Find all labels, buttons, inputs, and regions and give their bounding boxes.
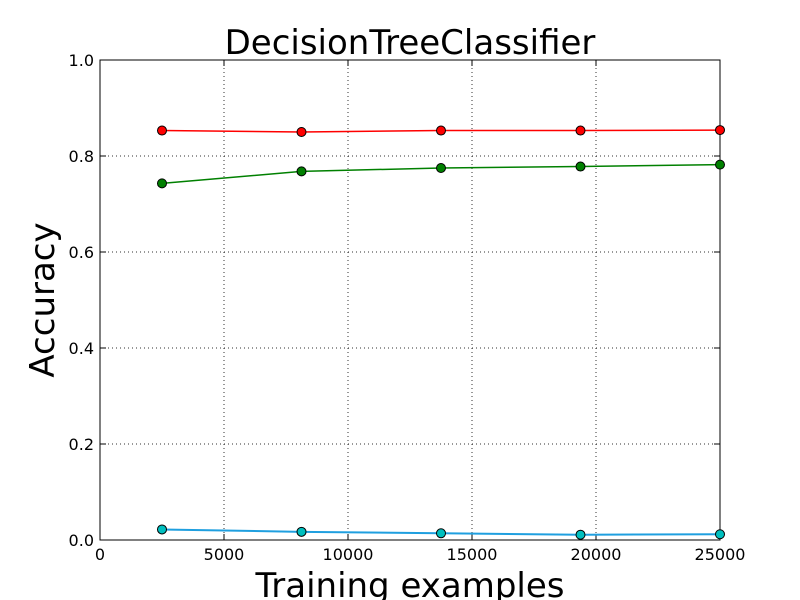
data-point [715, 159, 725, 170]
y-tick-label: 0.0 [69, 531, 94, 550]
data-point [436, 528, 446, 539]
data-point [296, 127, 307, 137]
y-tick-label: 0.2 [69, 435, 94, 454]
data-point [575, 529, 586, 540]
series-2 [157, 159, 725, 189]
grid-lines [100, 60, 720, 540]
series-1 [157, 125, 725, 137]
y-tick-label: 0.4 [69, 339, 94, 358]
x-tick-label: 10000 [323, 545, 374, 564]
x-tick-label: 25000 [695, 545, 746, 564]
data-point [157, 125, 167, 136]
data-point [715, 125, 725, 136]
data-point [296, 526, 307, 537]
data-point [575, 161, 586, 172]
x-tick-label: 15000 [447, 545, 498, 564]
data-point [157, 524, 167, 535]
chart-title: DecisionTreeClassifier [225, 23, 596, 63]
x-tick-label: 5000 [204, 545, 245, 564]
y-tick-label: 1.0 [69, 51, 94, 70]
y-tick-label: 0.6 [69, 243, 94, 262]
data-point [715, 529, 725, 540]
y-axis-label: Accuracy [23, 222, 63, 377]
axis-ticks: 0 5000 10000 15000 20000 25000 0.0 0.2 0.4 0.6 0.8… [69, 51, 746, 564]
x-tick-label: 20000 [571, 545, 622, 564]
x-axis-label: Training examples [254, 566, 564, 600]
data-point [296, 166, 307, 177]
plot-area-frame [99, 59, 721, 541]
data-point [157, 178, 167, 189]
data-point [575, 125, 586, 136]
y-tick-label: 0.8 [69, 147, 94, 166]
x-tick-label: 0 [95, 545, 105, 564]
series-layer [157, 125, 725, 540]
series-3 [157, 524, 725, 540]
data-point [436, 163, 446, 173]
data-point [436, 125, 446, 136]
